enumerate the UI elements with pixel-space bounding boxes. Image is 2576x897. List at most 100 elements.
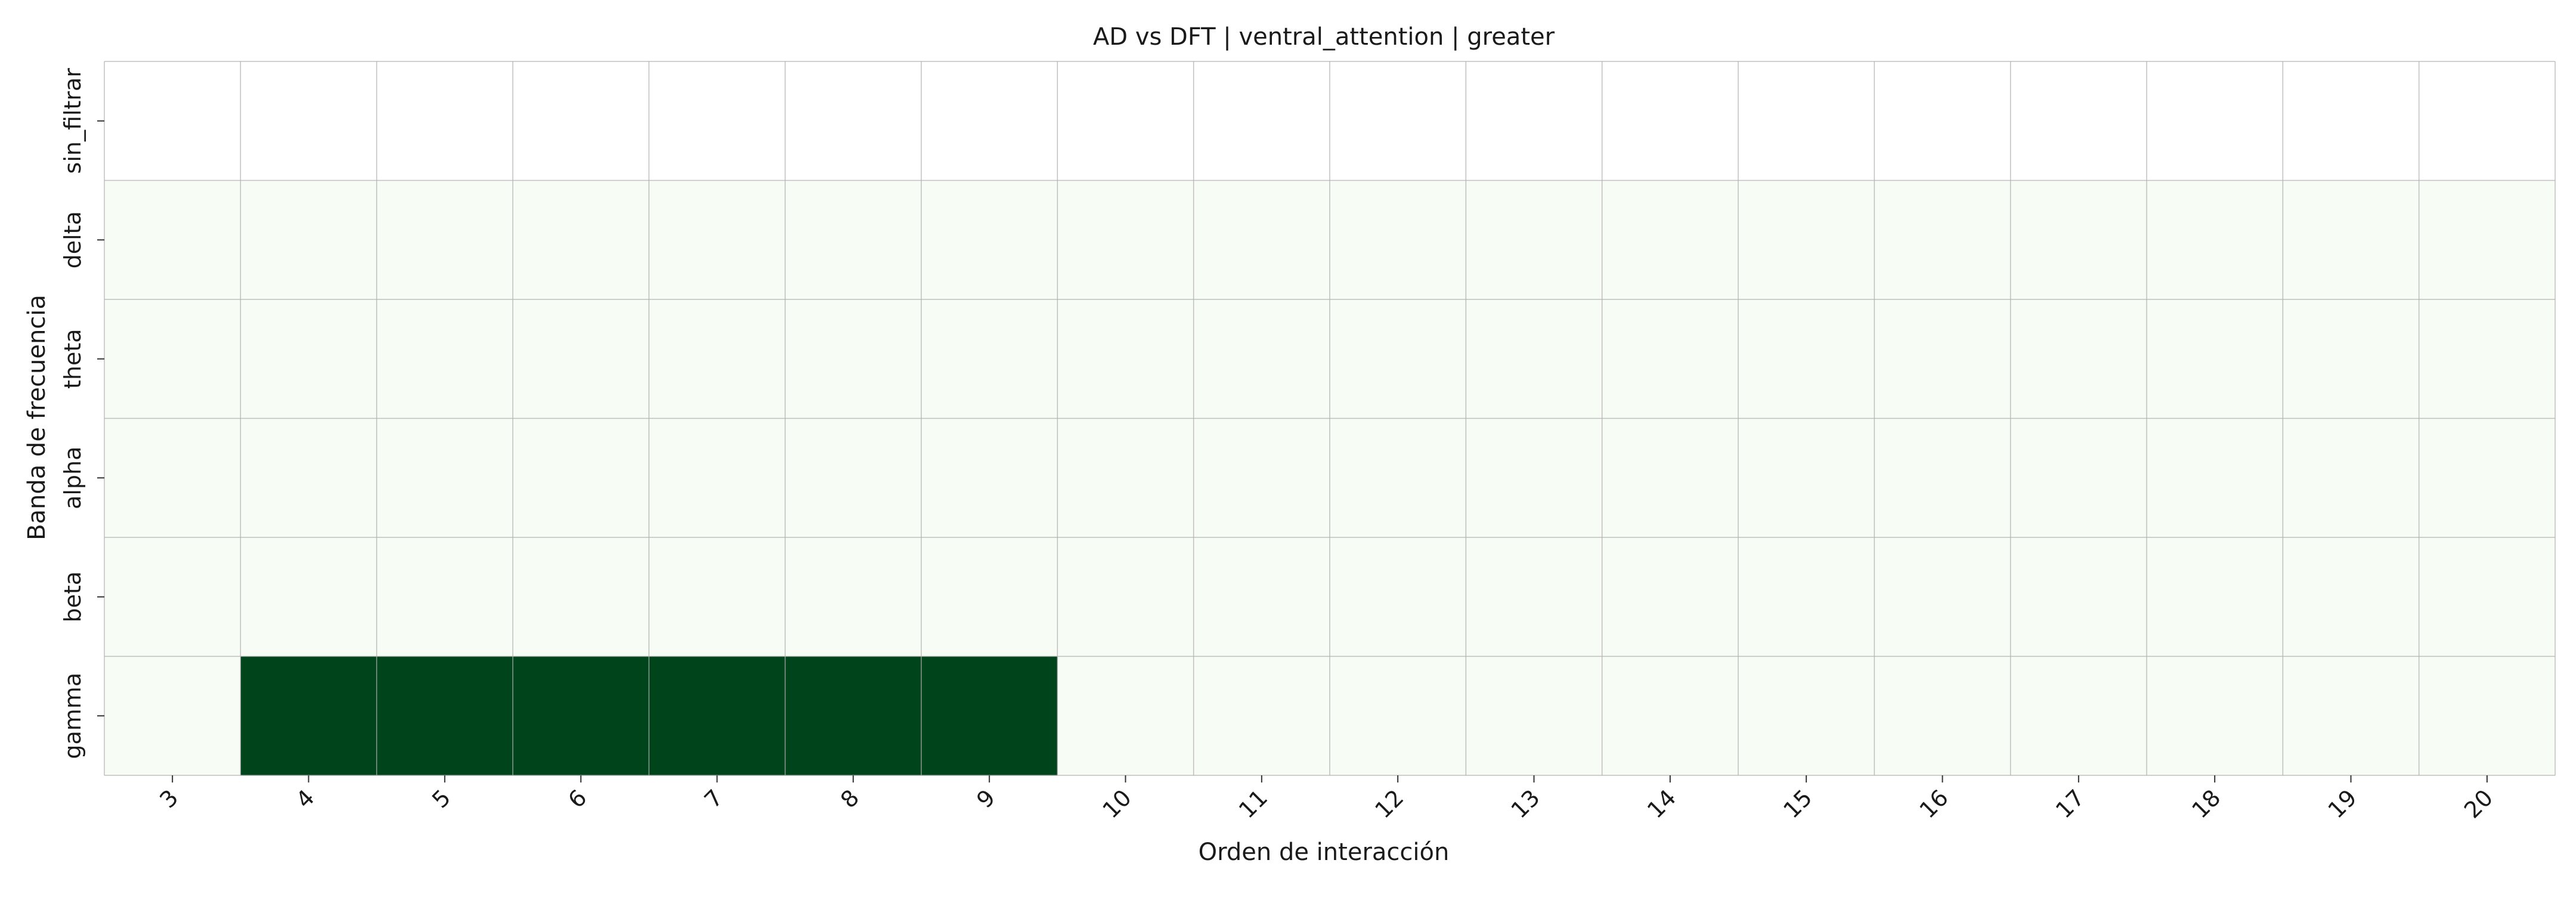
heatmap-cell [1057,180,1194,300]
y-tick-label: theta [60,329,86,389]
heatmap-cell [2419,61,2556,181]
heatmap-cell [2147,656,2283,776]
heatmap-cell [1874,61,2011,181]
heatmap-cell [785,61,922,181]
x-tick-label: 8 [835,784,864,813]
x-tick-label: 19 [2323,784,2362,823]
heatmap-grid [104,61,2556,776]
chart-title: AD vs DFT | ventral_attention | greater [1093,23,1555,51]
x-tick-label: 5 [427,784,456,813]
heatmap-cell [1874,180,2011,300]
heatmap-cell [104,61,241,181]
heatmap-cell [1466,61,1603,181]
heatmap-cell [513,61,649,181]
heatmap-cell [2419,537,2556,657]
heatmap-cell [921,418,1058,538]
heatmap-cell [2010,180,2147,300]
heatmap-cell [1330,61,1466,181]
y-tick-label: delta [60,211,86,268]
heatmap-cell [785,299,922,419]
heatmap-cell [2283,537,2420,657]
heatmap-cell [513,299,649,419]
x-tick-label: 11 [1234,784,1272,823]
heatmap-cell [2147,61,2283,181]
y-tick-label: sin_filtrar [60,68,86,174]
heatmap-cell [104,418,241,538]
y-tick-label: alpha [60,447,86,509]
heatmap-cell [1330,656,1466,776]
heatmap-cell [921,61,1058,181]
heatmap-cell [1057,656,1194,776]
x-tick-label: 20 [2459,784,2498,823]
heatmap-cell [649,537,786,657]
heatmap-cell [104,537,241,657]
heatmap-cell [1602,418,1739,538]
heatmap-cell [649,656,786,776]
y-tick-label: beta [60,571,86,623]
x-tick-label: 16 [1915,784,1953,823]
heatmap-cell [104,299,241,419]
heatmap-cell [104,656,241,776]
heatmap-cell [2283,418,2420,538]
heatmap-cell [1874,656,2011,776]
heatmap-cell [1738,418,1875,538]
heatmap-cell [1602,656,1739,776]
heatmap-cell [1738,537,1875,657]
x-axis-ticks: 3 4 5 6 7 8 9 10 11 12 13 14 15 16 17 18 19 20 [154,775,2498,824]
heatmap-cell [1874,299,2011,419]
heatmap-cell [1193,299,1330,419]
heatmap-cell [1466,537,1603,657]
heatmap-cell [2283,656,2420,776]
x-tick-label: 7 [699,784,728,813]
heatmap-cell [376,61,513,181]
heatmap-cell [1193,656,1330,776]
heatmap-cell [376,537,513,657]
heatmap-cell [1466,180,1603,300]
heatmap-cell [513,537,649,657]
heatmap-cell [921,299,1058,419]
heatmap-cell [1738,61,1875,181]
heatmap-cell [376,656,513,776]
heatmap-cell [240,418,377,538]
heatmap-cell [240,299,377,419]
heatmap-cell [2419,656,2556,776]
heatmap-cell [1057,418,1194,538]
x-tick-label: 4 [291,784,320,813]
heatmap-cell [1466,656,1603,776]
heatmap-cell [2010,418,2147,538]
heatmap-cell [921,537,1058,657]
heatmap-cell [785,180,922,300]
x-tick-label: 9 [971,784,1000,813]
heatmap-cell [921,180,1058,300]
heatmap-cell [376,180,513,300]
heatmap-cell [1602,537,1739,657]
heatmap-cell [1330,180,1466,300]
x-tick-label: 6 [563,784,592,813]
heatmap-cell [1057,537,1194,657]
heatmap-cell [376,299,513,419]
x-tick-label: 15 [1778,784,1817,823]
heatmap-cell [1057,299,1194,419]
heatmap-cell [2147,418,2283,538]
heatmap-cell [104,180,241,300]
heatmap-cell [1466,299,1603,419]
heatmap-cell [513,180,649,300]
heatmap-cell [785,537,922,657]
heatmap-cell [2147,537,2283,657]
x-axis-label: Orden de interacción [1199,839,1450,866]
heatmap-cell [240,180,377,300]
heatmap-cells [104,61,2556,776]
heatmap-cell [2147,180,2283,300]
heatmap-cell [240,656,377,776]
x-tick-label: 3 [154,784,183,813]
heatmap-cell [1330,418,1466,538]
y-axis-label: Banda de frecuencia [23,295,51,540]
heatmap-cell [1330,299,1466,419]
heatmap-cell [649,418,786,538]
heatmap-cell [2010,61,2147,181]
heatmap-cell [785,656,922,776]
heatmap-cell [1738,656,1875,776]
